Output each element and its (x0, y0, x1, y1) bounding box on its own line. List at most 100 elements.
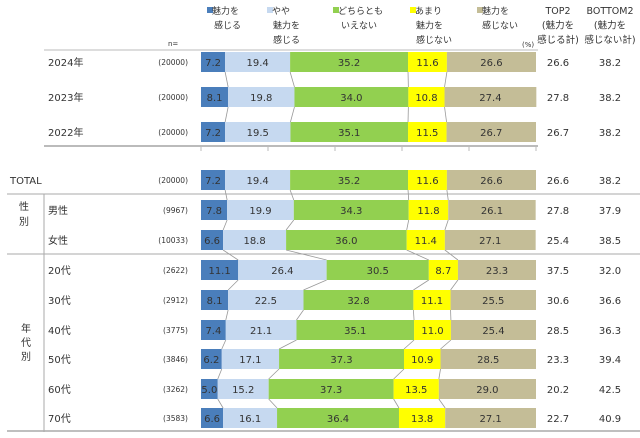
bottom2-value: 40.9 (599, 414, 621, 425)
bar-value: 26.6 (480, 176, 502, 187)
bottom2-value: 37.9 (599, 206, 621, 217)
row-n: (3583) (163, 414, 188, 423)
bar-value: 7.2 (205, 128, 221, 139)
row-label: 50代 (48, 354, 71, 366)
connector-line (286, 220, 294, 230)
bar-value: 37.3 (320, 385, 342, 396)
top2-value: 37.5 (547, 266, 569, 277)
bar-value: 19.5 (247, 128, 269, 139)
bar-value: 16.1 (239, 414, 261, 425)
bottom2-value: 38.2 (599, 128, 621, 139)
bar-value: 34.0 (340, 93, 362, 104)
connector-line (445, 250, 458, 260)
top2-value: 26.6 (547, 58, 569, 69)
connector-line (407, 250, 429, 260)
legend-label: 魅力を (416, 20, 443, 32)
top2-value: 30.6 (547, 296, 569, 307)
bar-value: 7.4 (205, 326, 221, 337)
connector-line (394, 369, 404, 379)
connector-line (445, 72, 447, 87)
bar-value: 7.2 (205, 176, 221, 187)
connector-line (408, 190, 409, 200)
bar-value: 10.8 (415, 93, 437, 104)
bar-value: 11.8 (417, 206, 439, 217)
bar-value: 11.1 (208, 266, 230, 277)
legend-label: どちらとも (338, 6, 383, 17)
row-n: (20000) (158, 93, 188, 102)
connector-line (407, 220, 409, 230)
row-n: (2912) (163, 296, 188, 305)
bar-value: 27.1 (479, 414, 501, 425)
connector-line (441, 340, 451, 349)
connector-line (279, 340, 296, 349)
bar-value: 23.3 (486, 266, 508, 277)
bottom2-value: 36.6 (599, 296, 621, 307)
bottom2-value: 36.3 (599, 326, 621, 337)
connector-line (228, 280, 238, 290)
row-label: 70代 (48, 413, 71, 425)
bar-value: 32.8 (347, 296, 369, 307)
row-n: (3846) (163, 355, 188, 364)
bottom2-value: 38.5 (599, 236, 621, 247)
bar-value: 15.2 (232, 385, 254, 396)
bar-value: 13.8 (411, 414, 433, 425)
bar-value: 19.4 (246, 176, 268, 187)
bar-value: 11.0 (421, 326, 443, 337)
summary-header: TOP2 (544, 6, 570, 17)
row-n: (20000) (158, 128, 188, 137)
bar-value: 8.1 (207, 93, 223, 104)
connector-line (269, 399, 277, 408)
connector-line (290, 107, 294, 122)
bar-value: 34.3 (340, 206, 362, 217)
summary-header: (魅力を (594, 20, 626, 32)
legend-label: 感じる (214, 20, 241, 32)
row-label: 男性 (48, 204, 68, 217)
connector-line (222, 340, 226, 349)
connector-line (286, 250, 327, 260)
bar-value: 21.1 (250, 326, 272, 337)
group-label: 別 (19, 216, 29, 228)
bar-value: 36.4 (327, 414, 349, 425)
connector-line (404, 340, 414, 349)
bar-value: 25.4 (482, 326, 504, 337)
bar-value: 35.1 (344, 326, 366, 337)
top2-value: 28.5 (547, 326, 569, 337)
connector-line (225, 107, 228, 122)
connector-line (304, 280, 327, 290)
legend-label: 感じない (482, 20, 518, 32)
row-n: (20000) (158, 58, 188, 67)
unit-label: (%) (522, 41, 534, 49)
bar-value: 6.6 (204, 236, 220, 247)
bar-value: 7.2 (205, 58, 221, 69)
bar-value: 27.4 (479, 93, 501, 104)
bar-value: 19.9 (249, 206, 271, 217)
row-n: (20000) (158, 176, 188, 185)
summary-header: BOTTOM2 (587, 6, 634, 17)
connector-line (413, 310, 414, 320)
legend-label: やや (272, 6, 290, 17)
bottom2-value: 38.2 (599, 176, 621, 187)
bar-value: 19.8 (250, 93, 272, 104)
summary-header: 感じる計) (537, 34, 579, 46)
bar-value: 28.5 (477, 355, 499, 366)
row-label: 女性 (48, 234, 68, 247)
connector-line (218, 399, 223, 408)
row-n: (3262) (163, 385, 188, 394)
legend-label: 魅力を (212, 5, 239, 17)
bar-value: 35.2 (338, 58, 360, 69)
row-label: 20代 (48, 265, 71, 277)
connector-line (394, 399, 399, 408)
top2-value: 27.8 (547, 206, 569, 217)
row-n: (9967) (163, 206, 188, 215)
bottom2-value: 39.4 (599, 355, 621, 366)
bar-value: 8.1 (207, 296, 223, 307)
bar-value: 30.5 (367, 266, 389, 277)
legend-label: いえない (341, 21, 377, 32)
bar-value: 7.8 (206, 206, 222, 217)
connector-line (225, 72, 228, 87)
bar-value: 26.6 (480, 58, 502, 69)
bar-value: 26.4 (271, 266, 293, 277)
row-label: 40代 (48, 325, 71, 337)
bottom2-value: 38.2 (599, 58, 621, 69)
